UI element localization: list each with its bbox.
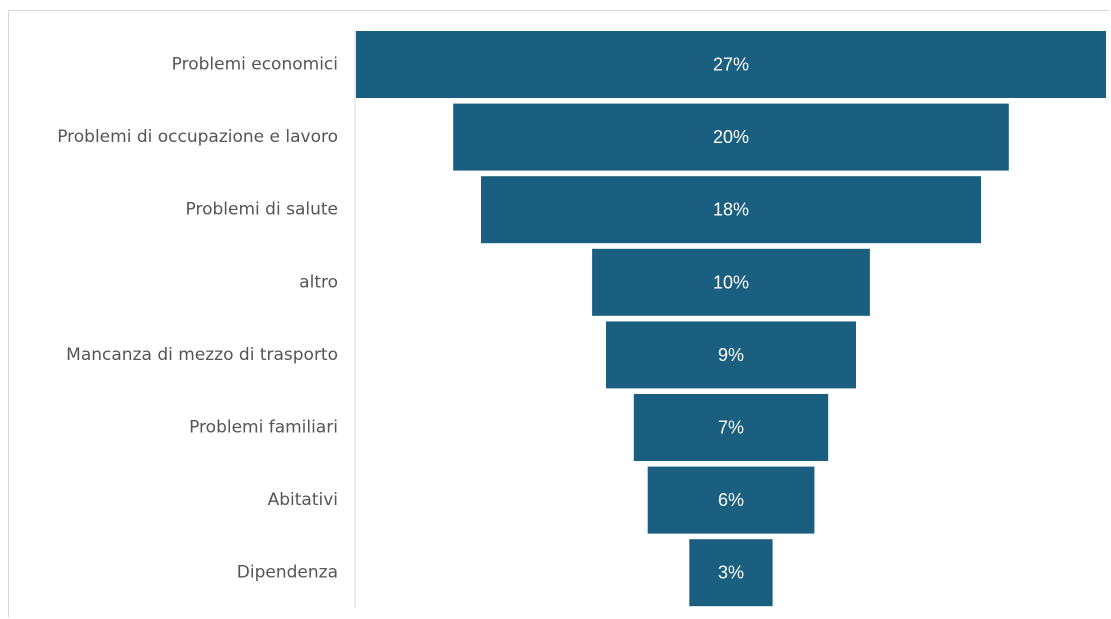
funnel-bar <box>453 103 1009 171</box>
category-label: Mancanza di mezzo di trasporto <box>66 345 338 365</box>
value-label: 3% <box>718 563 744 583</box>
funnel-bar <box>606 321 856 389</box>
value-label: 10% <box>713 272 749 292</box>
value-label: 18% <box>713 200 749 220</box>
bars-layer: 27% Problemi economici 20% Problemi di occu… <box>57 31 1106 607</box>
category-label: Problemi economici <box>172 55 338 75</box>
category-label: altro <box>299 272 338 292</box>
value-label: 6% <box>718 490 744 510</box>
category-label: Dipendenza <box>237 563 338 583</box>
category-label: Problemi familiari <box>189 418 338 438</box>
category-label: Problemi di occupazione e lavoro <box>57 127 338 147</box>
category-label: Problemi di salute <box>186 200 338 220</box>
funnel-bar <box>356 31 1106 98</box>
funnel-bar <box>689 539 773 607</box>
funnel-bar <box>481 176 981 244</box>
chart-frame <box>8 10 1109 617</box>
funnel-bar <box>633 394 829 461</box>
value-label: 7% <box>718 418 744 438</box>
funnel-bar <box>647 466 815 534</box>
category-label: Abitativi <box>268 490 338 510</box>
funnel-bar <box>592 248 870 316</box>
value-label: 27% <box>713 55 749 75</box>
value-label: 9% <box>718 345 744 365</box>
value-label: 20% <box>713 127 749 147</box>
